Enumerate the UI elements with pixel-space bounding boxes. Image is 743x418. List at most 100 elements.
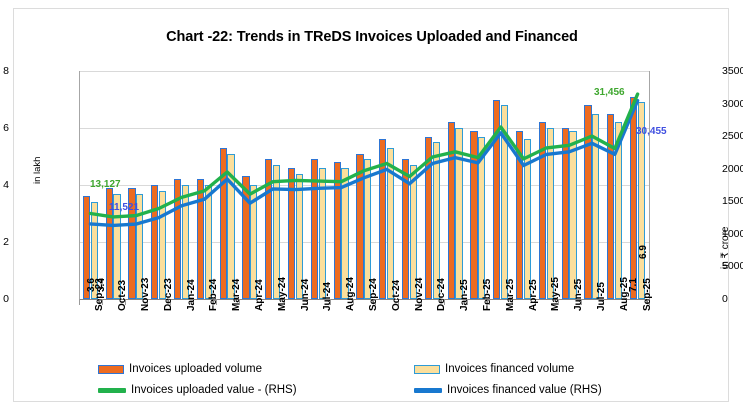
legend-uploaded-volume[interactable]: Invoices uploaded volume	[98, 363, 262, 375]
label-financed-volume-end: 6.9	[638, 245, 649, 259]
bar-financed-volume	[341, 167, 349, 299]
legend-financed-value[interactable]: Invoices financed value (RHS)	[414, 384, 602, 396]
x-tickmark	[603, 299, 605, 305]
label-financed-value-start: 11,521	[109, 202, 140, 213]
y-tick-right: 25000	[722, 130, 743, 143]
bar-financed-volume	[364, 159, 372, 299]
bar-financed-volume	[295, 173, 304, 299]
x-tickmark	[170, 299, 172, 305]
label-financed-value-end: 30,455	[636, 126, 667, 137]
bar-financed-volume	[387, 147, 395, 299]
bar-group	[512, 71, 535, 299]
bar-group	[581, 71, 604, 299]
x-axis-label: Feb-25	[482, 278, 493, 311]
y-tick-left: 2	[3, 236, 9, 248]
legend-uploaded-value[interactable]: Invoices uploaded value - (RHS)	[98, 384, 297, 396]
bar-financed-volume	[637, 102, 646, 299]
x-tickmark	[489, 299, 491, 305]
gridline	[79, 71, 649, 72]
gridline	[79, 242, 649, 243]
legend-bar-swatch-icon	[414, 364, 440, 374]
y-tick-right: 0	[722, 293, 728, 305]
x-tickmark	[557, 299, 559, 305]
x-axis-label: Aug-24	[345, 277, 357, 311]
x-axis-label: Apr-25	[527, 279, 539, 311]
legend-line-swatch-icon	[98, 387, 126, 393]
bar-financed-volume	[455, 128, 463, 299]
bar-uploaded-volume	[630, 96, 638, 299]
bar-uploaded-volume	[105, 187, 113, 299]
x-tickmark	[421, 299, 422, 305]
legend-label: Invoices financed volume	[445, 363, 575, 375]
bar-group	[261, 71, 284, 299]
x-axis-label: Sep-25	[641, 278, 653, 311]
x-axis-label: Mar-24	[231, 278, 243, 311]
x-tickmark	[352, 299, 354, 305]
legend-financed-volume[interactable]: Invoices financed volume	[414, 363, 574, 375]
bar-uploaded-volume	[196, 179, 205, 299]
bar-financed-volume	[546, 128, 554, 299]
y-axis-right-line	[649, 71, 650, 300]
bar-group	[330, 71, 353, 299]
bar-financed-volume	[501, 105, 509, 299]
x-axis-label: Sep-24	[368, 278, 379, 311]
bar-uploaded-volume	[538, 122, 547, 299]
bar-financed-volume	[227, 153, 235, 299]
bar-uploaded-volume	[151, 185, 159, 299]
y-tick-left: 0	[3, 293, 9, 305]
bar-financed-volume	[478, 136, 486, 299]
label-uploaded-volume-end: 7.1	[628, 278, 639, 292]
x-axis-label: May-25	[550, 277, 562, 311]
bar-group	[489, 71, 512, 299]
bar-financed-volume	[273, 165, 281, 299]
bar-uploaded-volume	[356, 153, 364, 299]
x-axis-label: Oct-24	[390, 279, 402, 311]
bar-group	[284, 71, 307, 299]
x-tickmark	[329, 299, 331, 305]
x-tickmark	[512, 299, 514, 305]
x-axis-label: Jul-24	[322, 282, 334, 311]
chart-title: Chart -22: Trends in TReDS Invoices Uplo…	[166, 29, 578, 45]
bar-uploaded-volume	[242, 176, 250, 299]
x-axis-label: Nov-23	[140, 277, 151, 311]
bar-uploaded-volume	[607, 113, 615, 299]
x-tickmark	[147, 299, 149, 305]
bar-financed-volume	[136, 193, 144, 299]
bar-uploaded-volume	[493, 99, 501, 299]
x-tickmark	[307, 299, 308, 305]
bar-financed-volume	[592, 113, 600, 299]
bar-financed-volume	[523, 139, 532, 299]
x-tickmark	[466, 299, 468, 305]
x-tickmark	[580, 299, 582, 305]
bar-uploaded-volume	[333, 162, 341, 299]
legend-line-swatch-icon	[414, 387, 442, 393]
bar-financed-volume	[159, 190, 167, 299]
bar-financed-volume	[250, 185, 258, 299]
bar-group	[170, 71, 193, 299]
bar-group	[79, 71, 102, 299]
label-uploaded-value-end: 31,456	[594, 87, 625, 98]
bar-uploaded-volume	[402, 159, 410, 299]
bar-uploaded-volume	[288, 167, 296, 299]
bar-group	[216, 71, 239, 299]
bar-group	[125, 71, 148, 299]
x-axis-label: Jun-25	[573, 278, 585, 311]
y-tick-left: 6	[3, 122, 9, 134]
x-axis-label: Feb-24	[208, 278, 220, 311]
y-axis-left-line	[79, 71, 80, 300]
x-tickmark	[124, 299, 126, 305]
bar-financed-volume	[90, 202, 98, 299]
bar-group	[421, 71, 444, 299]
x-tickmark	[284, 299, 286, 305]
label-uploaded-value-start: 13,127	[90, 179, 121, 190]
label-financed-volume-start: 3.4	[96, 278, 107, 292]
legend-label: Invoices financed value (RHS)	[447, 384, 602, 396]
bar-group	[147, 71, 170, 299]
legend-label: Invoices uploaded value - (RHS)	[131, 384, 297, 396]
bar-financed-volume	[615, 122, 623, 299]
bar-group	[603, 71, 626, 299]
bar-group	[307, 71, 330, 299]
legend-label: Invoices uploaded volume	[129, 363, 262, 375]
x-tickmark	[398, 299, 400, 305]
